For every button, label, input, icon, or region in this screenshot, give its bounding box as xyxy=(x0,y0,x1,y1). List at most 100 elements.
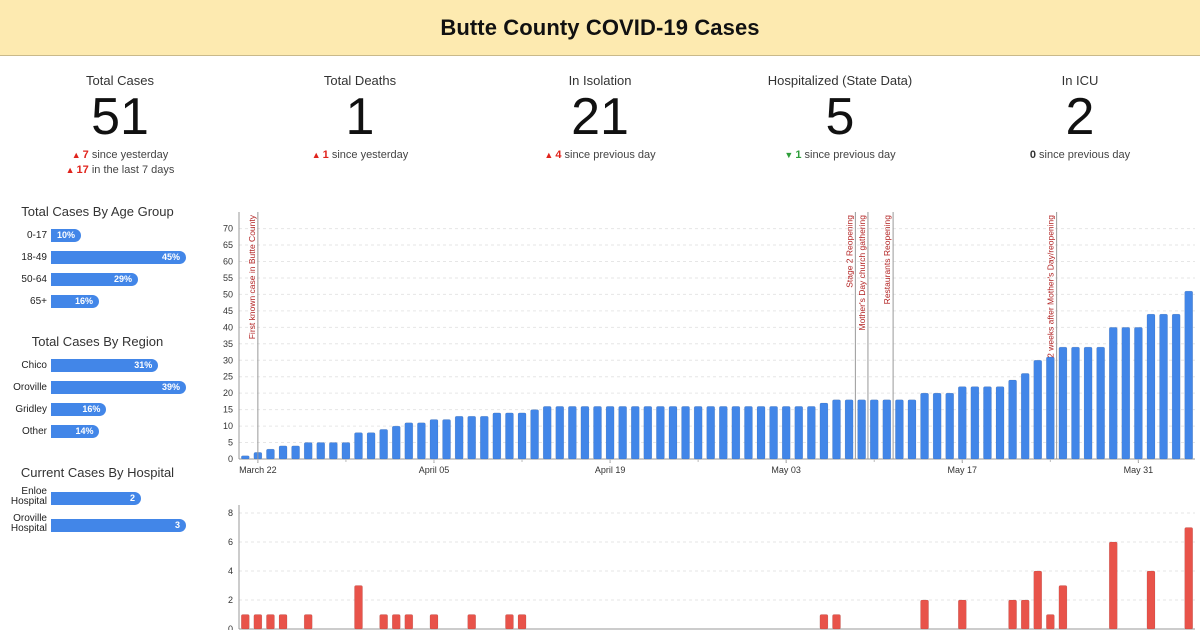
bar xyxy=(391,425,401,460)
hbar-label: Enloe Hospital xyxy=(1,487,47,507)
annotation-label: First known case in Butte County xyxy=(247,214,257,339)
hbar-label: 50-64 xyxy=(21,274,47,285)
stat-change: ▼ 1 since previous day xyxy=(720,149,960,161)
page-title: Butte County COVID-19 Cases xyxy=(440,14,760,40)
bar xyxy=(1071,346,1080,460)
hbar-value: 16% xyxy=(74,296,93,306)
bar xyxy=(958,599,967,630)
y-tick-label: 20 xyxy=(223,388,233,398)
hbar-value: 10% xyxy=(56,230,75,240)
y-tick-label: 2 xyxy=(228,595,233,605)
cumulative-cases-chart: 0 5 10 15 20 25 30 35 40 45 50 55 60 65 70 March 22 Apri… xyxy=(223,212,1195,475)
hbar-row: Chico 31% xyxy=(0,359,200,373)
stat-change: ▲ 7 since yesterday xyxy=(0,149,240,161)
bar xyxy=(467,415,476,460)
hbar-label: Oroville xyxy=(13,382,47,393)
bar xyxy=(480,415,489,460)
bar xyxy=(945,392,954,460)
hbar-bar: 2 xyxy=(51,492,141,505)
y-tick-label: 50 xyxy=(223,289,233,299)
y-tick-label: 8 xyxy=(228,508,233,518)
x-tick-label: May 17 xyxy=(948,465,978,475)
bar xyxy=(291,445,300,460)
change-text: in the last 7 days xyxy=(91,164,175,176)
y-tick-label: 6 xyxy=(228,537,233,547)
stat-value: 21 xyxy=(571,88,629,146)
hbar-bar: 31% xyxy=(51,359,159,372)
stats-row: Total Cases 51 ▲ 7 since yesterday ▲ 17 in… xyxy=(0,56,1200,196)
change-amount: 17 xyxy=(76,164,89,176)
bar xyxy=(1046,614,1055,630)
hbar-bar: 45% xyxy=(51,251,186,264)
page-header: Butte County COVID-19 Cases xyxy=(0,0,1200,56)
stat-change: 0 since previous day xyxy=(960,149,1200,161)
hbar-row: Oroville Hospital 3 xyxy=(0,514,200,534)
bar xyxy=(605,406,615,460)
hbar-bar: 14% xyxy=(51,425,100,438)
hbar-value: 45% xyxy=(161,252,180,262)
bar xyxy=(354,432,363,460)
stat-value: 51 xyxy=(91,88,149,146)
change-amount: 1 xyxy=(322,149,329,161)
bar xyxy=(542,406,552,460)
stat-label: Hospitalized (State Data) xyxy=(767,73,913,88)
stat-value: 5 xyxy=(825,88,855,146)
bar xyxy=(1096,346,1105,460)
bar xyxy=(832,399,841,460)
change-amount: 7 xyxy=(82,149,89,161)
bar xyxy=(706,406,715,460)
y-tick-label: 0 xyxy=(228,454,233,464)
y-tick-label: 60 xyxy=(223,257,233,267)
hbar-row: Other 14% xyxy=(0,425,200,439)
bar xyxy=(379,429,388,460)
hbar-label: Gridley xyxy=(15,404,47,415)
bar xyxy=(278,614,288,630)
y-tick-label: 35 xyxy=(223,339,233,349)
hbar-label-line: Enloe xyxy=(21,486,47,497)
bar xyxy=(1134,327,1143,460)
hbar-row: 0-17 10% xyxy=(0,229,200,243)
hbar-label-line: Hospital xyxy=(10,523,47,534)
bar xyxy=(266,448,275,460)
bar xyxy=(241,455,250,460)
x-tick-label: May 31 xyxy=(1124,465,1154,475)
hospital-title: Current Cases By Hospital xyxy=(20,465,175,480)
hbar-label-line: Hospital xyxy=(10,496,47,507)
bar xyxy=(719,406,728,460)
stat-label: In ICU xyxy=(1061,73,1099,88)
y-tick-label: 0 xyxy=(228,624,233,630)
annotation-label: Stage 2 Reopening xyxy=(844,215,854,288)
triangle-up-icon: ▲ xyxy=(65,165,75,175)
stat-label: Total Deaths xyxy=(323,73,397,88)
bar xyxy=(1033,360,1043,460)
hbar-row: 65+ 16% xyxy=(0,295,200,309)
change-text: since previous day xyxy=(804,149,896,161)
change-text: since yesterday xyxy=(91,149,169,161)
bar xyxy=(1121,327,1131,460)
bar xyxy=(920,599,929,630)
bar xyxy=(241,614,250,630)
bar xyxy=(417,422,426,460)
bar xyxy=(756,406,766,460)
triangle-up-icon: ▲ xyxy=(311,150,321,160)
x-tick-label: April 05 xyxy=(419,465,450,475)
bar xyxy=(1184,527,1193,630)
bar xyxy=(844,399,854,460)
bar xyxy=(1020,373,1030,460)
annotation-label: 2 weeks after Mother's Day/reopening xyxy=(1046,215,1056,358)
y-tick-label: 45 xyxy=(223,306,233,316)
bar xyxy=(492,412,502,460)
bar xyxy=(895,399,904,460)
annotation-label: Restaurants Reopening xyxy=(882,215,892,305)
bar xyxy=(341,442,351,460)
bar xyxy=(1108,327,1118,460)
bar xyxy=(832,614,841,630)
triangle-down-icon: ▼ xyxy=(784,150,794,160)
bar xyxy=(1058,585,1068,630)
bar xyxy=(517,614,527,630)
hbar-row: Enloe Hospital 2 xyxy=(0,487,200,507)
stat-change: ▲ 4 since previous day xyxy=(480,149,720,161)
bar xyxy=(1008,599,1017,630)
bar xyxy=(656,406,665,460)
y-tick-label: 70 xyxy=(223,224,233,234)
